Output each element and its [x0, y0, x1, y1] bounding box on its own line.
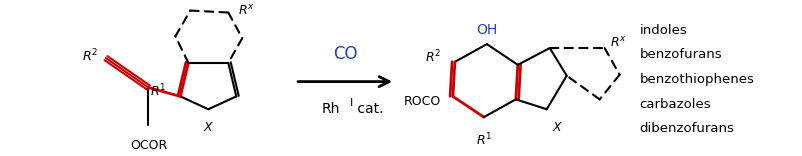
- Text: OH: OH: [476, 23, 497, 37]
- Text: $R^{x}$: $R^{x}$: [610, 36, 626, 50]
- Text: $R^{x}$: $R^{x}$: [238, 4, 255, 18]
- Text: carbazoles: carbazoles: [639, 98, 711, 111]
- Text: benzothiophenes: benzothiophenes: [639, 73, 755, 86]
- Text: $X$: $X$: [203, 121, 214, 134]
- Text: ROCO: ROCO: [403, 95, 441, 108]
- Text: dibenzofurans: dibenzofurans: [639, 122, 735, 135]
- Text: $X$: $X$: [552, 121, 563, 134]
- Text: CO: CO: [333, 45, 358, 63]
- Text: I: I: [350, 98, 354, 108]
- Text: $R^{2}$: $R^{2}$: [425, 49, 441, 65]
- Text: indoles: indoles: [639, 24, 687, 37]
- Text: benzofurans: benzofurans: [639, 49, 723, 61]
- Text: OCOR: OCOR: [130, 139, 167, 152]
- Text: $R^{1}$: $R^{1}$: [150, 83, 166, 100]
- Text: $R^{2}$: $R^{2}$: [82, 48, 98, 64]
- Text: $R^{1}$: $R^{1}$: [476, 132, 492, 149]
- Text: cat.: cat.: [353, 102, 383, 116]
- Text: Rh: Rh: [322, 102, 340, 116]
